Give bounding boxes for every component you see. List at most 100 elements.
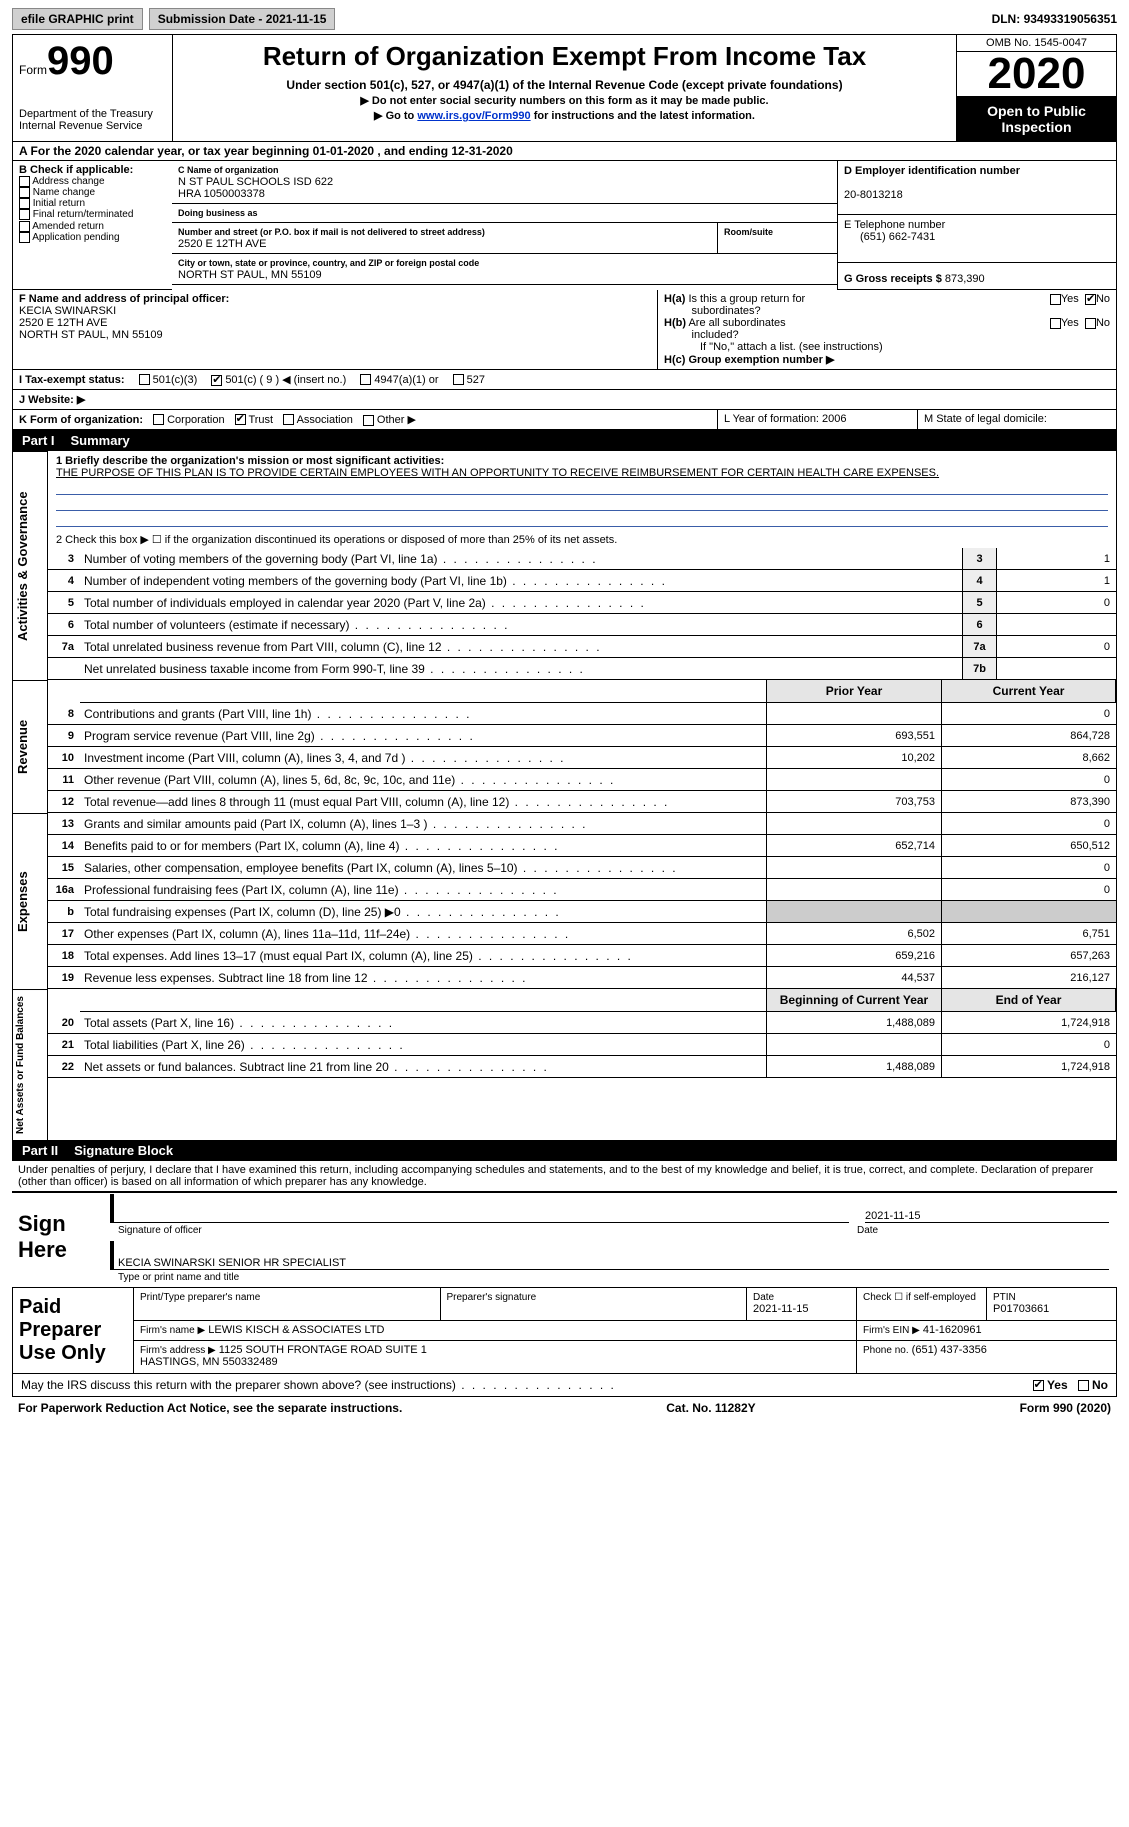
gross-receipts-value: 873,390	[945, 273, 985, 285]
line-number: 10	[48, 750, 80, 766]
pra-notice: For Paperwork Reduction Act Notice, see …	[18, 1401, 402, 1415]
line-text: Other revenue (Part VIII, column (A), li…	[80, 771, 766, 789]
line-number: 20	[48, 1015, 80, 1031]
prep-h2: Date2021-11-15	[746, 1288, 856, 1320]
current-year-value: 873,390	[941, 791, 1116, 812]
cb-name-change[interactable]	[19, 187, 30, 198]
efile-button[interactable]: efile GRAPHIC print	[12, 8, 143, 30]
dln-label: DLN:	[992, 12, 1024, 26]
527-label: 527	[467, 374, 485, 386]
current-year-value: 0	[941, 813, 1116, 834]
discontinued-check: 2 Check this box ▶ ☐ if the organization…	[56, 533, 1108, 546]
cb-527[interactable]	[453, 374, 464, 385]
end-year-header: End of Year	[941, 989, 1116, 1012]
summary-line: 10 Investment income (Part VIII, column …	[48, 747, 1116, 769]
top-bar: efile GRAPHIC print Submission Date - 20…	[12, 8, 1117, 30]
public-inspection: Open to Public Inspection	[957, 97, 1116, 141]
website-label: J Website: ▶	[19, 394, 85, 406]
cb-discuss-no[interactable]	[1078, 1380, 1089, 1391]
line-value: 1	[996, 570, 1116, 591]
current-year-header: Current Year	[941, 680, 1116, 703]
line-text: Number of independent voting members of …	[80, 572, 962, 590]
cb-initial-return[interactable]	[19, 198, 30, 209]
cb-amended-return-label: Amended return	[32, 221, 104, 232]
discuss-yes-label: Yes	[1047, 1378, 1068, 1392]
line-number: 4	[48, 573, 80, 589]
prior-year-value: 1,488,089	[766, 1056, 941, 1077]
box-h: H(a) Is this a group return for subordin…	[657, 290, 1117, 370]
cb-corp[interactable]	[153, 414, 164, 425]
summary-line: 6 Total number of volunteers (estimate i…	[48, 614, 1116, 636]
other-label: Other ▶	[377, 414, 416, 426]
name-title-label: Type or print name and title	[118, 1272, 1117, 1283]
firm-name-cell: Firm's name ▶ LEWIS KISCH & ASSOCIATES L…	[133, 1321, 856, 1341]
line-number: 15	[48, 860, 80, 876]
subdate-value: 2021-11-15	[266, 12, 327, 26]
line-number: 22	[48, 1059, 80, 1075]
cb-app-pending[interactable]	[19, 232, 30, 243]
line-text: Program service revenue (Part VIII, line…	[80, 727, 766, 745]
summary-line: 21 Total liabilities (Part X, line 26) 0	[48, 1034, 1116, 1056]
line-value	[996, 658, 1116, 679]
current-year-value: 1,724,918	[941, 1056, 1116, 1077]
prior-year-value: 6,502	[766, 923, 941, 944]
prior-year-value	[766, 703, 941, 724]
line-text: Other expenses (Part IX, column (A), lin…	[80, 925, 766, 943]
sign-here-block: Sign Here Signature of officer 2021-11-1…	[12, 1191, 1117, 1287]
subdate-label: Submission Date -	[158, 12, 266, 26]
part-ii-header: Part II Signature Block	[12, 1140, 1117, 1161]
line-number: 5	[48, 595, 80, 611]
room-label: Room/suite	[724, 227, 773, 237]
line-value: 0	[996, 592, 1116, 613]
cb-ha-no[interactable]	[1085, 294, 1096, 305]
state-domicile: M State of legal domicile:	[917, 410, 1117, 430]
cb-discuss-yes[interactable]	[1033, 1380, 1044, 1391]
line-number: 3	[48, 551, 80, 567]
box-c-name: C Name of organization N ST PAUL SCHOOLS…	[172, 161, 837, 204]
dln: DLN: 93493319056351	[992, 12, 1117, 26]
form-id-block: Form990 Department of the Treasury Inter…	[13, 35, 173, 141]
cb-address-change[interactable]	[19, 176, 30, 187]
ssn-note: ▶ Do not enter social security numbers o…	[181, 94, 948, 107]
net-assets-section: Net Assets or Fund Balances Beginning of…	[12, 989, 1117, 1140]
cb-amended-return[interactable]	[19, 221, 30, 232]
line-value	[996, 614, 1116, 635]
line-number: 19	[48, 970, 80, 986]
ruled-line	[56, 479, 1108, 495]
cb-hb-yes[interactable]	[1050, 318, 1061, 329]
cb-other[interactable]	[363, 415, 374, 426]
line-text: Total expenses. Add lines 13–17 (must eq…	[80, 947, 766, 965]
prior-year-value: 44,537	[766, 967, 941, 988]
form990-link[interactable]: www.irs.gov/Form990	[417, 110, 530, 122]
line-text: Revenue less expenses. Subtract line 18 …	[80, 969, 766, 987]
submission-date: Submission Date - 2021-11-15	[149, 8, 336, 30]
line-number: 16a	[48, 882, 80, 898]
prep-h0: Print/Type preparer's name	[133, 1288, 440, 1320]
expenses-section: Expenses 13 Grants and similar amounts p…	[12, 813, 1117, 989]
cb-trust[interactable]	[235, 414, 246, 425]
prior-year-value: 659,216	[766, 945, 941, 966]
current-year-value: 6,751	[941, 923, 1116, 944]
line-number: 17	[48, 926, 80, 942]
vert-governance: Activities & Governance	[12, 451, 48, 680]
row-a-tax-year: A For the 2020 calendar year, or tax yea…	[12, 142, 1117, 161]
line-number: 14	[48, 838, 80, 854]
cb-ha-yes[interactable]	[1050, 294, 1061, 305]
current-year-value: 0	[941, 703, 1116, 724]
summary-line: 7a Total unrelated business revenue from…	[48, 636, 1116, 658]
line-text: Total number of individuals employed in …	[80, 594, 962, 612]
line-box: 7a	[962, 636, 996, 657]
cb-hb-no[interactable]	[1085, 318, 1096, 329]
cb-final-return[interactable]	[19, 209, 30, 220]
cb-501c[interactable]	[211, 375, 222, 386]
line-text: Total unrelated business revenue from Pa…	[80, 638, 962, 656]
cb-4947[interactable]	[360, 374, 371, 385]
summary-line: b Total fundraising expenses (Part IX, c…	[48, 901, 1116, 923]
corp-label: Corporation	[167, 414, 224, 426]
cb-assoc[interactable]	[283, 414, 294, 425]
line-text: Number of voting members of the governin…	[80, 550, 962, 568]
firm-ein-cell: Firm's EIN ▶ 41-1620961	[856, 1321, 1116, 1341]
summary-line: Net unrelated business taxable income fr…	[48, 658, 1116, 680]
cb-501c3[interactable]	[139, 374, 150, 385]
form-title: Return of Organization Exempt From Incom…	[181, 41, 948, 72]
